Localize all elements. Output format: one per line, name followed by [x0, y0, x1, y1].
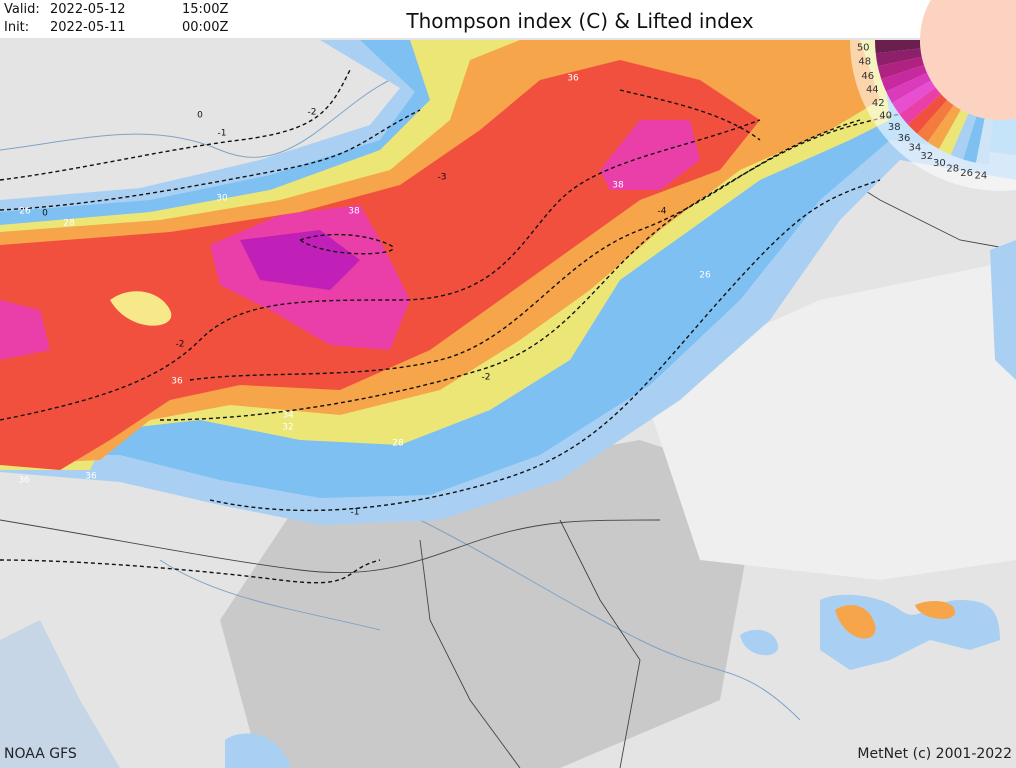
border [419, 539, 521, 768]
legend-swatch [875, 48, 922, 67]
legend-label: 38 [888, 122, 901, 133]
contour [0, 119, 761, 421]
sea [0, 620, 120, 768]
cell-blue [990, 240, 1016, 380]
legend-label: 30 [933, 158, 946, 169]
legend-swatch [886, 72, 931, 104]
river [419, 519, 801, 721]
legend-swatch [917, 99, 954, 142]
legend-label: 44 [866, 85, 879, 96]
legend-label: 50 [857, 42, 870, 53]
valid-label: Valid: [4, 2, 40, 17]
legend-label: 40 [879, 110, 892, 121]
cell-yellow [110, 291, 172, 326]
legend-swatch [877, 56, 925, 80]
legend-swatch [907, 94, 948, 134]
contour-label: -2 [176, 340, 185, 350]
legend-label: 26 [960, 168, 973, 179]
legend-label: 34 [909, 142, 922, 153]
header-bar [0, 0, 1016, 38]
legend-swatch [875, 40, 921, 54]
contour-label: 32 [282, 423, 293, 433]
contour-label: -1 [218, 129, 227, 139]
contour [619, 89, 761, 141]
legend-swatch [899, 87, 942, 125]
contour-label: 30 [216, 194, 228, 204]
contour-label: -4 [658, 207, 667, 217]
legend-swatch [927, 105, 961, 150]
contour-label: -2 [308, 108, 317, 118]
contour-label: -3 [438, 173, 447, 183]
contour-label: 36 [85, 472, 97, 482]
legend-label: 24 [974, 171, 987, 182]
legend-swatch [975, 118, 994, 165]
legend-label: 46 [861, 71, 874, 82]
contour-label: 0 [197, 111, 203, 121]
legend-swatch [963, 116, 985, 163]
legend-swatch [881, 65, 928, 92]
legend-label: 32 [920, 151, 933, 162]
legend-label: 28 [946, 164, 959, 175]
river [159, 559, 381, 631]
border [559, 519, 641, 768]
contour-label: 36 [171, 377, 183, 387]
init-time: 00:00Z [182, 20, 228, 35]
core-magenta [600, 120, 700, 190]
contour-label: 36 [18, 476, 30, 486]
legend-swatch [938, 109, 969, 155]
contour-label: -1 [351, 508, 360, 518]
contour-label: -2 [482, 373, 491, 383]
cell-blue [740, 629, 779, 656]
core-magenta [0, 300, 50, 360]
river [0, 79, 391, 158]
init-label: Init: [4, 20, 29, 35]
legend-label: 36 [898, 133, 911, 144]
source: NOAA GFS [4, 746, 77, 762]
contour-label: 36 [567, 74, 579, 84]
legend-center [920, 0, 1016, 120]
core-purple [240, 230, 360, 290]
contour-label: 26 [699, 271, 711, 281]
init-date: 2022-05-11 [50, 20, 126, 35]
cell-orange [915, 600, 955, 620]
contour-label: 28 [392, 439, 404, 449]
contour-label: 34 [282, 411, 294, 421]
cell-orange [835, 605, 876, 639]
credit: MetNet (c) 2001-2022 [857, 746, 1012, 762]
contour [159, 109, 921, 421]
contour-label: 38 [612, 181, 624, 191]
contour [0, 109, 421, 211]
legend-label: 48 [858, 57, 871, 68]
legend-label: 42 [872, 98, 885, 109]
valid-time: 15:00Z [182, 2, 228, 17]
legend-swatch [892, 80, 936, 115]
contour-label: 0 [42, 209, 48, 219]
map-title: Thompson index (C) & Lifted index [405, 9, 753, 33]
border [0, 519, 661, 574]
contour-label: 38 [348, 207, 360, 217]
contour [209, 179, 881, 512]
contour [0, 559, 381, 584]
contour-label: 26 [19, 207, 31, 217]
valid-date: 2022-05-12 [50, 2, 126, 17]
contour [298, 233, 394, 255]
contour-label: 28 [63, 219, 75, 229]
cell-blue [225, 733, 290, 768]
legend-swatch [950, 113, 977, 160]
